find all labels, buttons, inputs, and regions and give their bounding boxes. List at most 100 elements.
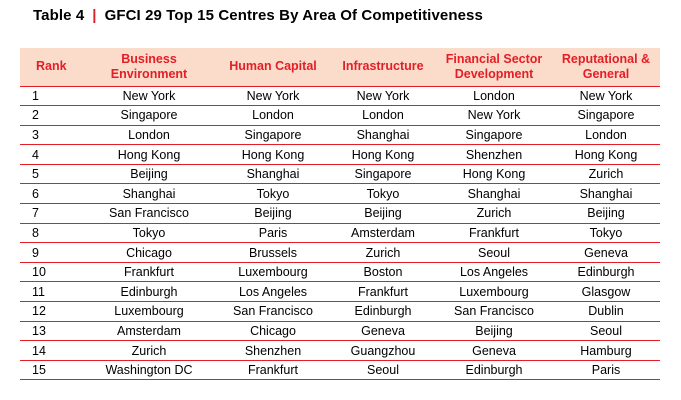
infrastructure-cell: Frankfurt: [330, 281, 436, 303]
financial-sector-cell: Geneva: [436, 340, 552, 361]
reputational-cell: Edinburgh: [552, 262, 660, 283]
rank-cell: 8: [20, 223, 82, 244]
financial-sector-cell: Beijing: [436, 321, 552, 342]
human-capital-cell: Tokyo: [216, 183, 330, 205]
human-capital-cell: Los Angeles: [216, 281, 330, 303]
human-capital-cell: New York: [216, 86, 330, 107]
table-label: Table 4: [33, 7, 85, 24]
financial-sector-cell: Zurich: [436, 203, 552, 224]
financial-sector-cell: Luxembourg: [436, 281, 552, 303]
rank-cell: 12: [20, 301, 82, 322]
table-header-row: Rank Business Environment Human Capital …: [20, 48, 660, 87]
table-row: 1 New York New York New York London New York: [20, 86, 660, 107]
table-row: 9 Chicago Brussels Zurich Seoul Geneva: [20, 242, 660, 263]
business-environment-cell: Amsterdam: [82, 321, 216, 342]
human-capital-cell: Brussels: [216, 242, 330, 263]
rank-cell: 10: [20, 262, 82, 283]
human-capital-cell: Luxembourg: [216, 262, 330, 283]
human-capital-cell: Chicago: [216, 321, 330, 342]
table-caption: GFCI 29 Top 15 Centres By Area Of Compet…: [104, 7, 483, 24]
table-row: 2 Singapore London London New York Singapore: [20, 105, 660, 126]
infrastructure-cell: Shanghai: [330, 125, 436, 146]
infrastructure-cell: Hong Kong: [330, 144, 436, 165]
table-title: Table 4 | GFCI 29 Top 15 Centres By Area O…: [33, 7, 483, 24]
rank-cell: 3: [20, 125, 82, 146]
table-row: 8 Tokyo Paris Amsterdam Frankfurt Tokyo: [20, 223, 660, 244]
human-capital-cell: Shanghai: [216, 164, 330, 185]
business-environment-cell: London: [82, 125, 216, 146]
rank-cell: 1: [20, 86, 82, 107]
infrastructure-cell: Guangzhou: [330, 340, 436, 361]
rank-cell: 11: [20, 281, 82, 303]
human-capital-cell: Singapore: [216, 125, 330, 146]
business-environment-cell: Hong Kong: [82, 144, 216, 165]
competitiveness-table: Rank Business Environment Human Capital …: [20, 48, 660, 381]
financial-sector-cell: Singapore: [436, 125, 552, 146]
human-capital-cell: Shenzhen: [216, 340, 330, 361]
header-human-capital: Human Capital: [216, 48, 330, 87]
rank-cell: 13: [20, 321, 82, 342]
infrastructure-cell: Beijing: [330, 203, 436, 224]
table-row: 7 San Francisco Beijing Beijing Zurich Beijin…: [20, 203, 660, 224]
financial-sector-cell: Los Angeles: [436, 262, 552, 283]
business-environment-cell: New York: [82, 86, 216, 107]
table-row: 3 London Singapore Shanghai Singapore London: [20, 125, 660, 146]
table-row: 14 Zurich Shenzhen Guangzhou Geneva Hamburg: [20, 340, 660, 361]
rank-cell: 4: [20, 144, 82, 165]
rank-cell: 5: [20, 164, 82, 185]
financial-sector-cell: Seoul: [436, 242, 552, 263]
business-environment-cell: Chicago: [82, 242, 216, 263]
business-environment-cell: Beijing: [82, 164, 216, 185]
business-environment-cell: Washington DC: [82, 360, 216, 381]
financial-sector-cell: Shenzhen: [436, 144, 552, 165]
infrastructure-cell: Seoul: [330, 360, 436, 381]
header-financial-sector-development: Financial Sector Development: [436, 48, 552, 87]
infrastructure-cell: Singapore: [330, 164, 436, 185]
reputational-cell: Hamburg: [552, 340, 660, 361]
header-infrastructure: Infrastructure: [330, 48, 436, 87]
infrastructure-cell: Boston: [330, 262, 436, 283]
header-reputational-general: Reputational & General: [552, 48, 660, 87]
infrastructure-cell: New York: [330, 86, 436, 107]
business-environment-cell: Luxembourg: [82, 301, 216, 322]
reputational-cell: Shanghai: [552, 183, 660, 205]
human-capital-cell: Beijing: [216, 203, 330, 224]
reputational-cell: Beijing: [552, 203, 660, 224]
human-capital-cell: Hong Kong: [216, 144, 330, 165]
human-capital-cell: San Francisco: [216, 301, 330, 322]
reputational-cell: Dublin: [552, 301, 660, 322]
header-business-environment: Business Environment: [82, 48, 216, 87]
reputational-cell: New York: [552, 86, 660, 107]
reputational-cell: Tokyo: [552, 223, 660, 244]
business-environment-cell: Tokyo: [82, 223, 216, 244]
reputational-cell: Hong Kong: [552, 144, 660, 165]
business-environment-cell: Edinburgh: [82, 281, 216, 303]
financial-sector-cell: San Francisco: [436, 301, 552, 322]
financial-sector-cell: Edinburgh: [436, 360, 552, 381]
business-environment-cell: Frankfurt: [82, 262, 216, 283]
table-row: 15 Washington DC Frankfurt Seoul Edinburgh Pa…: [20, 360, 660, 381]
infrastructure-cell: London: [330, 105, 436, 126]
reputational-cell: Paris: [552, 360, 660, 381]
table-row: 10 Frankfurt Luxembourg Boston Los Angeles Ed…: [20, 262, 660, 283]
business-environment-cell: Shanghai: [82, 183, 216, 205]
infrastructure-cell: Amsterdam: [330, 223, 436, 244]
infrastructure-cell: Tokyo: [330, 183, 436, 205]
financial-sector-cell: Frankfurt: [436, 223, 552, 244]
financial-sector-cell: Hong Kong: [436, 164, 552, 185]
infrastructure-cell: Zurich: [330, 242, 436, 263]
reputational-cell: Seoul: [552, 321, 660, 342]
rank-cell: 9: [20, 242, 82, 263]
financial-sector-cell: New York: [436, 105, 552, 126]
table-row: 11 Edinburgh Los Angeles Frankfurt Luxembour…: [20, 281, 660, 303]
financial-sector-cell: Shanghai: [436, 183, 552, 205]
human-capital-cell: Frankfurt: [216, 360, 330, 381]
human-capital-cell: Paris: [216, 223, 330, 244]
table-row: 4 Hong Kong Hong Kong Hong Kong Shenzhen Hong…: [20, 144, 660, 165]
table-row: 12 Luxembourg San Francisco Edinburgh San Fr…: [20, 301, 660, 322]
rank-cell: 7: [20, 203, 82, 224]
header-rank: Rank: [20, 48, 82, 87]
human-capital-cell: London: [216, 105, 330, 126]
reputational-cell: Geneva: [552, 242, 660, 263]
table-row: 13 Amsterdam Chicago Geneva Beijing Seoul: [20, 321, 660, 342]
